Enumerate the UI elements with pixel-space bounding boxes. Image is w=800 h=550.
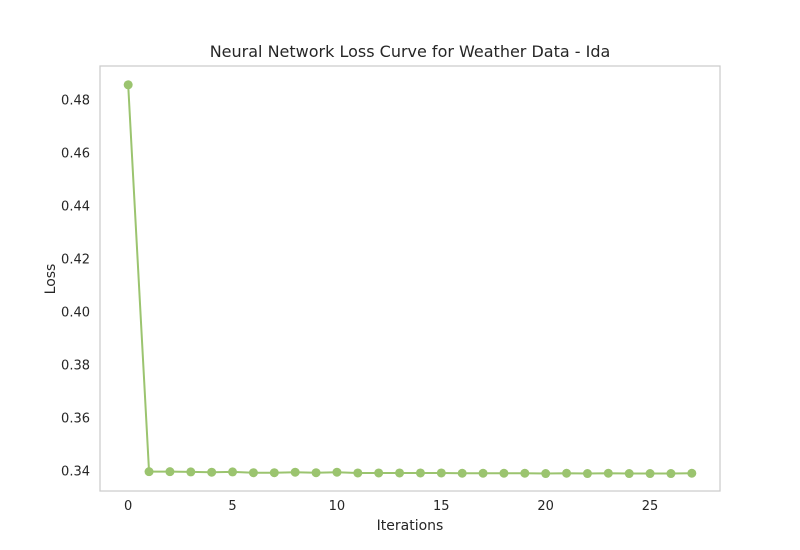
data-point <box>436 468 446 478</box>
data-point <box>666 469 676 479</box>
data-point <box>624 469 634 479</box>
x-tick-label: 20 <box>537 499 554 514</box>
data-point <box>144 467 154 477</box>
x-tick-label: 10 <box>329 499 346 514</box>
data-point <box>207 467 217 477</box>
data-point <box>645 469 655 479</box>
loss-series-line <box>127 84 692 475</box>
y-tick-label: 0.46 <box>61 146 90 161</box>
data-point <box>248 468 258 478</box>
data-point <box>499 468 509 478</box>
plot-frame <box>99 65 721 492</box>
data-point <box>478 468 488 478</box>
y-axis: 0.34 0.36 0.38 0.40 0.42 0.44 0.46 0.48 <box>61 93 90 479</box>
data-point <box>541 469 551 479</box>
data-point <box>687 468 697 478</box>
y-tick-label: 0.42 <box>61 252 90 267</box>
series-layer <box>123 80 697 479</box>
data-point <box>415 468 425 478</box>
y-tick-label: 0.40 <box>61 305 90 320</box>
x-tick-label: 25 <box>642 499 659 514</box>
data-point <box>123 80 133 90</box>
data-point <box>290 467 300 477</box>
data-point <box>269 468 279 478</box>
y-tick-label: 0.44 <box>61 199 90 214</box>
data-point <box>520 468 530 478</box>
data-point <box>165 467 175 477</box>
data-point <box>186 467 196 477</box>
y-tick-label: 0.36 <box>61 411 90 426</box>
data-point <box>374 468 384 478</box>
x-tick-label: 5 <box>228 499 236 514</box>
data-point <box>228 467 238 477</box>
y-tick-label: 0.38 <box>61 358 90 373</box>
x-tick-label: 0 <box>124 499 132 514</box>
x-axis-label: Iterations <box>377 518 444 534</box>
data-point <box>457 468 467 478</box>
data-point <box>603 468 613 478</box>
y-tick-label: 0.34 <box>61 464 90 479</box>
data-point <box>562 468 572 478</box>
chart-title: Neural Network Loss Curve for Weather Da… <box>210 42 611 61</box>
data-point <box>582 469 592 479</box>
data-point <box>395 468 405 478</box>
data-point <box>353 468 363 478</box>
y-tick-label: 0.48 <box>61 93 90 108</box>
x-tick-label: 15 <box>433 499 450 514</box>
y-axis-label: Loss <box>43 264 59 295</box>
data-point <box>311 468 321 478</box>
x-axis: 0 5 10 15 20 25 <box>124 499 658 514</box>
data-point <box>332 467 342 477</box>
